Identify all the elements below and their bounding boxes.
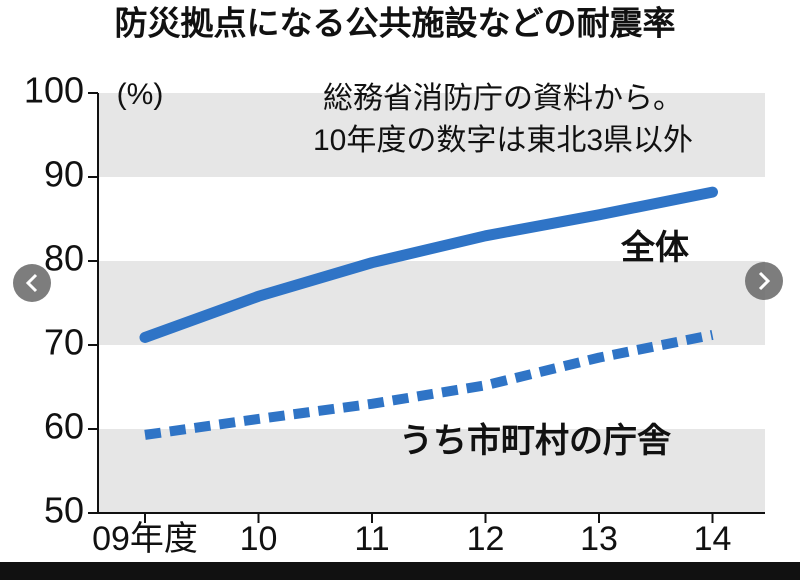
chart: 50 60 70 80 90 100 09年度 10 11 12 13 14 [24,70,765,558]
x-tick-label: 12 [467,520,505,558]
grid-band [98,93,765,177]
y-axis-label: (%) [117,78,164,111]
y-tick-label: 80 [44,238,84,279]
series-label: うち市町村の庁舎 [399,421,671,460]
y-tick-label: 50 [44,490,84,531]
y-tick-label: 90 [44,154,84,195]
data-line [144,330,714,440]
note: 総務省消防庁の資料から。 [323,82,683,115]
x-tick-label: 14 [694,520,732,558]
x-tick-label: 11 [354,520,389,558]
x-tick-label: 09年度 [92,520,198,558]
series-label: 全体 [620,228,689,267]
chart-title: 防災拠点になる公共施設などの耐震率 [115,5,676,42]
y-tick-label: 70 [44,322,84,363]
next-button-bg[interactable] [745,262,783,300]
x-tick-label: 10 [240,520,278,558]
note: 10年度の数字は東北3県以外 [313,124,693,157]
prev-button-bg[interactable] [13,264,51,302]
prev-icon[interactable] [25,273,38,293]
next-button[interactable] [745,262,783,300]
next-icon[interactable] [758,271,771,291]
grid-band [98,429,765,513]
grid-band [98,261,765,345]
x-tick-label: 13 [580,520,618,558]
data-line [139,186,718,343]
prev-button[interactable] [13,264,51,302]
y-tick-label: 60 [44,406,84,447]
y-tick-label: 100 [24,70,84,111]
bottom-bar [0,562,800,580]
